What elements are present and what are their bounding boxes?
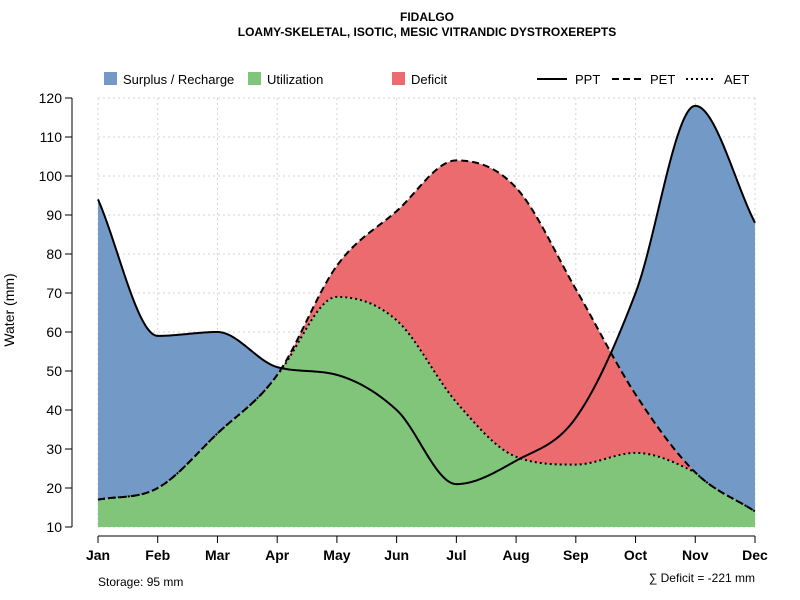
pet-line bbox=[97, 159, 756, 513]
legend-swatch-utilization bbox=[248, 72, 261, 85]
y-tick-label-7: 80 bbox=[46, 246, 62, 262]
x-tick-label-mar: Mar bbox=[205, 547, 230, 563]
x-tick-label-oct: Oct bbox=[624, 547, 648, 563]
x-tick-label-may: May bbox=[323, 547, 350, 563]
deficit-note: ∑ Deficit = -221 mm bbox=[649, 571, 755, 585]
y-tick-label-6: 70 bbox=[46, 285, 62, 301]
x-tick-label-nov: Nov bbox=[682, 547, 709, 563]
x-tick-label-aug: Aug bbox=[502, 547, 529, 563]
y-tick-label-8: 90 bbox=[46, 207, 62, 223]
y-tick-label-10: 110 bbox=[40, 129, 63, 145]
legend-swatch-surplus bbox=[104, 72, 117, 85]
y-tick-label-2: 30 bbox=[46, 441, 62, 457]
x-tick-label-sep: Sep bbox=[563, 547, 589, 563]
area-layer bbox=[98, 105, 755, 527]
storage-note: Storage: 95 mm bbox=[98, 575, 183, 589]
legend-label-utilization: Utilization bbox=[267, 72, 323, 87]
chart-title: FIDALGO bbox=[400, 10, 454, 24]
x-tick-label-jan: Jan bbox=[86, 547, 110, 563]
x-tick-label-dec: Dec bbox=[742, 547, 768, 563]
legend-label-aet: AET bbox=[724, 72, 749, 87]
x-tick-label-feb: Feb bbox=[145, 547, 170, 563]
y-axis-label: Water (mm) bbox=[1, 273, 17, 346]
y-tick-label-4: 50 bbox=[46, 363, 62, 379]
x-tick-label-jul: Jul bbox=[446, 547, 466, 563]
surplus-area bbox=[98, 105, 755, 512]
legend-label-ppt: PPT bbox=[575, 72, 600, 87]
legend-label-deficit: Deficit bbox=[411, 72, 448, 87]
y-tick-label-1: 20 bbox=[46, 480, 62, 496]
y-tick-label-9: 100 bbox=[39, 168, 63, 184]
y-tick-label-11: 120 bbox=[39, 90, 63, 106]
legend: Surplus / Recharge Utilization Deficit P… bbox=[104, 72, 749, 87]
deficit-area bbox=[98, 160, 755, 512]
chart-subtitle: LOAMY-SKELETAL, ISOTIC, MESIC VITRANDIC … bbox=[238, 25, 616, 39]
utilization-area bbox=[98, 296, 755, 527]
line-layer bbox=[97, 104, 756, 513]
axes: 10 20 30 40 50 60 70 80 90 100 110 120 Jan Feb Mar Apr M… bbox=[39, 90, 768, 563]
y-tick-label-0: 10 bbox=[46, 519, 62, 535]
x-tick-label-jun: Jun bbox=[384, 547, 409, 563]
aet-line bbox=[97, 295, 756, 513]
legend-swatch-deficit bbox=[392, 72, 405, 85]
legend-label-pet: PET bbox=[650, 72, 675, 87]
y-tick-label-5: 60 bbox=[46, 324, 62, 340]
y-tick-label-3: 40 bbox=[46, 402, 62, 418]
x-tick-label-apr: Apr bbox=[265, 547, 290, 563]
legend-label-surplus: Surplus / Recharge bbox=[123, 72, 234, 87]
ppt-line bbox=[97, 104, 756, 486]
